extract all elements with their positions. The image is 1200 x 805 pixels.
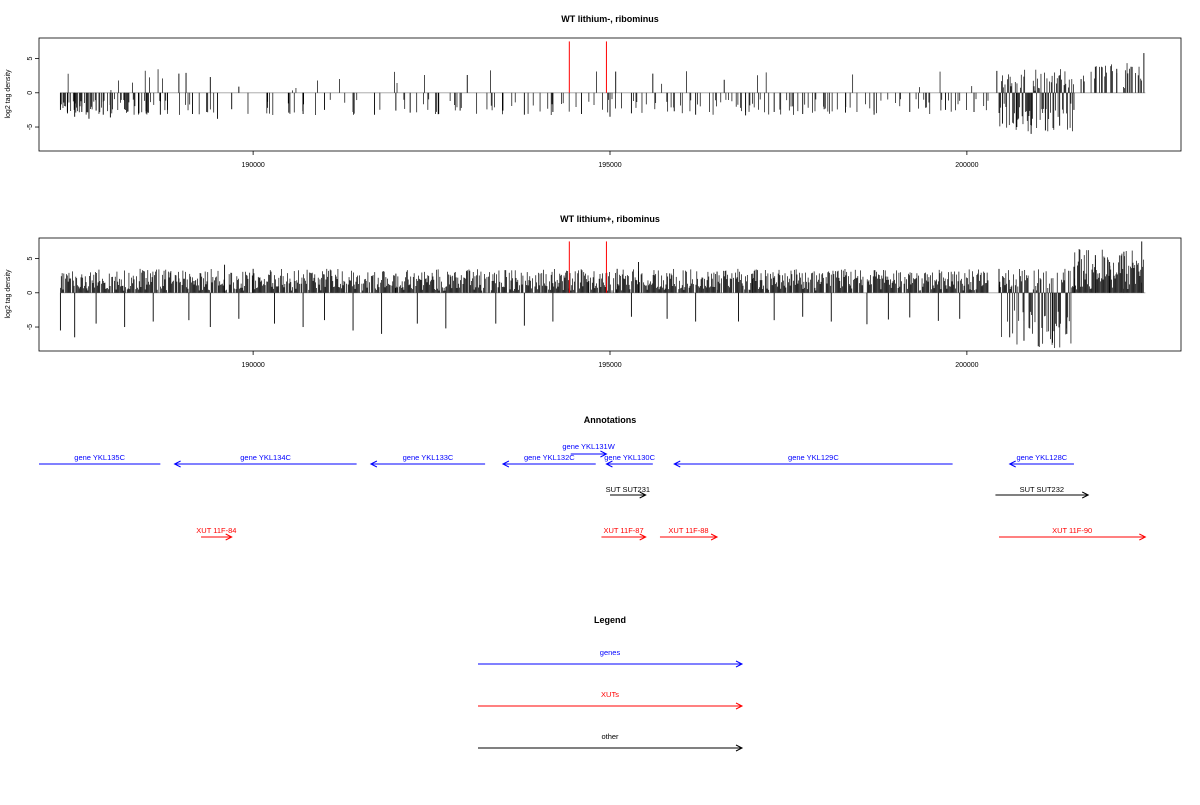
legend: Legend genes XUTs other — [478, 615, 744, 752]
legend-item-other: other — [478, 732, 744, 752]
feature-xut: XUT 11F-88 — [659, 526, 719, 541]
density-bars — [59, 241, 1144, 348]
arrow-head — [735, 660, 744, 668]
arrow-head — [710, 533, 719, 541]
arrow-head — [501, 460, 510, 468]
x-tick-label: 190000 — [241, 162, 264, 169]
feature-gene: gene YKL130C — [604, 453, 656, 468]
feature-xut: XUT 11F-87 — [601, 526, 647, 541]
feature-label: gene YKL132C — [524, 453, 575, 462]
x-tick-label: 200000 — [955, 362, 978, 369]
feature-label: XUT 11F-87 — [603, 526, 643, 535]
feature-label: gene YKL129C — [788, 453, 839, 462]
arrow-head — [735, 744, 744, 752]
highlight-lines — [568, 41, 607, 93]
feature-other: SUT SUT232 — [995, 485, 1090, 499]
y-axis: 5 0 -5 — [27, 56, 39, 130]
y-axis: 5 0 -5 — [27, 256, 39, 330]
feature-gene: gene YKL132C — [501, 453, 596, 468]
arrow-head — [639, 533, 647, 541]
feature-label: gene YKL133C — [403, 453, 454, 462]
annotations-panel: Annotations gene YKL135C gene YKL134C gene… — [39, 415, 1147, 541]
feature-label: gene YKL128C — [1016, 453, 1067, 462]
arrow-head — [1008, 460, 1016, 468]
arrow-head — [639, 491, 647, 499]
feature-arrows: gene YKL135C gene YKL134C gene YKL133C gene… — [39, 442, 1147, 541]
arrow-head — [173, 460, 181, 468]
track-panel-lithium-minus: WT lithium-, ribominus log2 tag density … — [5, 14, 1182, 169]
feature-label: gene YKL131W — [562, 442, 615, 451]
feature-label: XUT 11F-88 — [668, 526, 708, 535]
y-tick-label: 0 — [27, 291, 34, 295]
x-axis: 190000 195000 200000 — [241, 151, 979, 169]
y-axis-label: log2 tag density — [5, 69, 12, 119]
arrow-head — [1081, 491, 1090, 499]
legend-label: XUTs — [601, 690, 619, 699]
legend-title: Legend — [594, 615, 626, 625]
feature-label: gene YKL135C — [74, 453, 125, 462]
feature-other: SUT SUT231 — [606, 485, 650, 499]
feature-gene: gene YKL133C — [369, 453, 486, 468]
arrow-head — [600, 450, 608, 458]
feature-gene: gene YKL131W — [562, 442, 616, 458]
y-tick-label: 0 — [27, 91, 34, 95]
annotations-title: Annotations — [584, 415, 637, 425]
feature-label: SUT SUT231 — [606, 485, 650, 494]
feature-label: gene YKL130C — [604, 453, 655, 462]
arrow-head — [673, 460, 681, 468]
legend-item-gene: genes — [478, 648, 744, 668]
feature-label: SUT SUT232 — [1020, 485, 1064, 494]
feature-xut: XUT 11F-84 — [196, 526, 236, 541]
highlight-lines — [568, 241, 607, 293]
y-axis-label: log2 tag density — [5, 269, 12, 319]
feature-label: XUT 11F-84 — [196, 526, 236, 535]
feature-xut: XUT 11F-90 — [998, 526, 1147, 541]
feature-label: gene YKL134C — [240, 453, 291, 462]
track-title: WT lithium-, ribominus — [561, 14, 659, 24]
feature-gene: gene YKL135C — [39, 453, 161, 465]
density-bars — [59, 53, 1145, 134]
arrow-head — [1139, 533, 1147, 541]
y-tick-label: -5 — [27, 324, 34, 330]
feature-gene: gene YKL128C — [1008, 453, 1074, 468]
y-tick-label: 5 — [27, 256, 34, 260]
x-axis: 190000 195000 200000 — [241, 351, 979, 369]
arrow-head — [225, 533, 233, 541]
track-panel-lithium-plus: WT lithium+, ribominus log2 tag density … — [5, 214, 1182, 369]
y-tick-label: -5 — [27, 124, 34, 130]
track-title: WT lithium+, ribominus — [560, 214, 660, 224]
feature-label: XUT 11F-90 — [1052, 526, 1092, 535]
arrow-head — [369, 460, 378, 468]
feature-gene: gene YKL129C — [673, 453, 953, 468]
x-tick-label: 195000 — [598, 362, 621, 369]
x-tick-label: 190000 — [241, 362, 264, 369]
legend-label: genes — [600, 648, 621, 657]
legend-label: other — [601, 732, 619, 741]
arrow-head — [735, 702, 744, 710]
feature-gene: gene YKL134C — [173, 453, 357, 468]
legend-items: genes XUTs other — [478, 648, 744, 752]
y-tick-label: 5 — [27, 56, 34, 60]
legend-item-xut: XUTs — [478, 690, 744, 710]
arrow-head — [605, 460, 613, 468]
x-tick-label: 200000 — [955, 162, 978, 169]
x-tick-label: 195000 — [598, 162, 621, 169]
